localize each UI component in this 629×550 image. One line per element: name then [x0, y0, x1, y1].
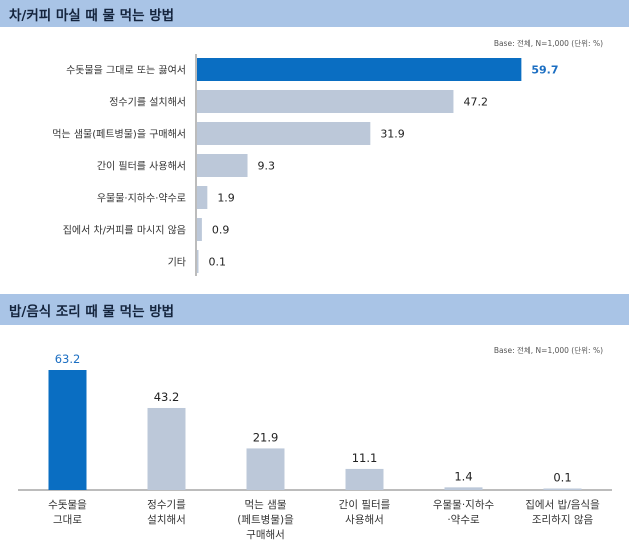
bar	[197, 250, 199, 273]
data-label: 0.1	[553, 471, 571, 485]
vertical-bar-chart: 63.2 수돗물을 그대로 43.2 정수기를 설치해서 21.9 먹는 샘물 (페트병물)을 구…	[18, 352, 612, 541]
category-label: 간이 필터를 사용해서	[339, 499, 391, 526]
category-label: 우물물·지하수·약수로	[433, 498, 495, 526]
data-label: 9.3	[258, 160, 276, 173]
data-label: 21.9	[253, 430, 279, 444]
data-label: 0.9	[212, 224, 230, 237]
bar	[444, 487, 483, 490]
data-label: 43.2	[154, 390, 180, 404]
bar	[197, 90, 454, 113]
chart-title-tea-coffee: 차/커피 마실 때 물 먹는 방법	[9, 8, 175, 24]
base-note-tea-coffee: Base: 전체, N=1,000 (단위: %)	[493, 39, 603, 48]
data-label: 63.2	[55, 352, 81, 366]
bar	[197, 154, 248, 177]
chart-title-cooking: 밥/음식 조리 때 물 먹는 방법	[9, 304, 175, 320]
base-note-cooking: Base: 전체, N=1,000 (단위: %)	[493, 346, 603, 355]
category-label: 정수기를 설치해서	[147, 499, 186, 526]
horizontal-bar-chart: 수돗물을 그대로 또는 끓여서 59.7 정수기를 설치해서 47.2 먹는 샘물(페트…	[52, 54, 559, 276]
bar	[197, 218, 202, 241]
bar	[197, 122, 371, 145]
category-label: 정수기를 설치해서	[109, 96, 186, 109]
category-label: 기타	[168, 257, 186, 269]
bar	[246, 448, 285, 490]
category-label: 우물물·지하수·약수로	[97, 192, 186, 205]
category-label: 먹는 샘물(페트병물)을 구매해서	[52, 128, 186, 141]
data-label: 11.1	[352, 451, 378, 465]
data-label: 0.1	[209, 256, 227, 269]
bar	[345, 468, 384, 490]
data-label: 59.7	[531, 64, 558, 77]
category-label: 수돗물을 그대로	[48, 499, 87, 526]
category-label: 먹는 샘물 (페트병물)을 구매해서	[237, 499, 294, 541]
category-label: 집에서 밥/음식을 조리하지 않음	[525, 499, 600, 526]
data-label: 47.2	[463, 96, 488, 109]
data-label: 31.9	[380, 128, 405, 141]
bar	[197, 58, 522, 81]
data-label: 1.4	[454, 469, 472, 483]
data-label: 1.9	[217, 192, 235, 205]
category-label: 간이 필터를 사용해서	[97, 160, 186, 173]
section-header-cooking: 밥/음식 조리 때 물 먹는 방법	[0, 294, 629, 325]
bar	[147, 407, 186, 490]
category-label: 집에서 차/커피를 마시지 않음	[63, 225, 186, 237]
section-header-tea-coffee: 차/커피 마실 때 물 먹는 방법	[0, 0, 629, 27]
bar	[48, 370, 87, 490]
category-label: 수돗물을 그대로 또는 끓여서	[66, 65, 186, 77]
bar	[197, 186, 208, 209]
bar	[543, 488, 582, 490]
